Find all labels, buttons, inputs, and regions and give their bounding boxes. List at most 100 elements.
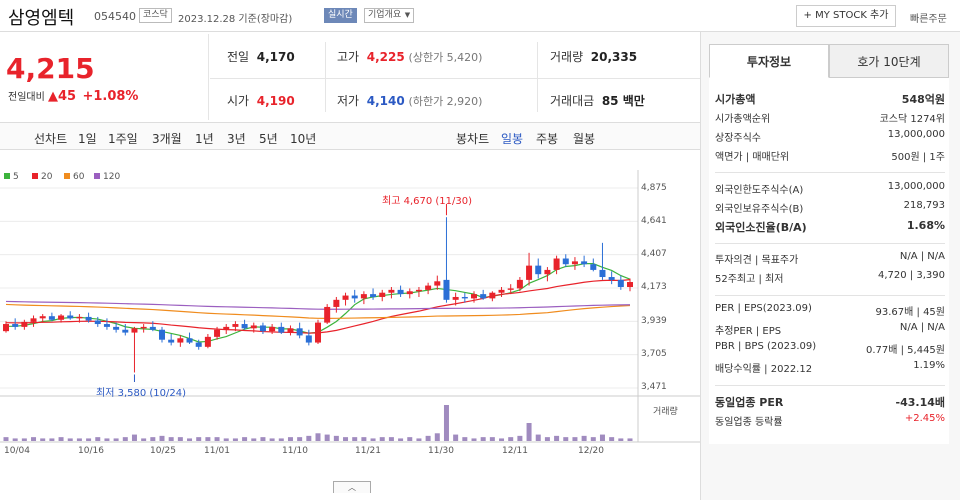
company-overview-dropdown[interactable]: 기업개요 ▼ [364,8,415,23]
line-chart-button[interactable]: 선차트 [34,132,68,146]
candle-body [581,261,588,265]
info-label: PBR | BPS (2023.09) [715,341,817,352]
candle-body [370,294,377,297]
price-chart[interactable] [0,160,700,480]
volume-bar [40,438,46,441]
candle-body [149,326,156,330]
y-tick: 3,705 [641,349,667,359]
period-1w[interactable]: 1주일 [108,132,138,146]
info-label: 추정PER | EPS [715,326,782,337]
tab-order-book[interactable]: 호가 10단계 [829,44,949,78]
x-tick: 10/04 [4,446,30,456]
volume-bar [508,437,514,441]
info-row: PER | EPS(2023.09) 93.67배 | 45원 [715,303,945,321]
volume-bar [462,437,468,441]
y-tick: 4,407 [641,249,667,259]
candle-body [39,316,46,319]
period-3y[interactable]: 3년 [227,132,246,146]
volume-value: 20,335 [590,50,638,64]
quick-order-link[interactable]: 빠른주문 [910,14,947,25]
volume-bar [590,437,596,441]
candle-body [406,291,413,295]
candle-chart-button[interactable]: 봉차트 [456,132,490,146]
period-5y[interactable]: 5년 [259,132,278,146]
volume-bar [480,437,486,441]
realtime-button[interactable]: 실시간 [324,8,357,23]
candle-body [425,285,432,290]
volume-bar [517,435,523,441]
candle-body [195,342,202,347]
legend-label: 20 [41,172,53,182]
period-1d[interactable]: 1일 [78,132,97,146]
upper-limit: (상한가 5,420) [408,51,483,64]
volume-bar [58,437,64,441]
info-row: 투자의견 | 목표주가 N/A | N/A [715,251,945,269]
volume-bar [49,438,55,441]
y-tick: 4,173 [641,282,667,292]
y-tick: 3,939 [641,316,667,326]
info-row[interactable]: 동일업종 등락률 +2.45% [715,413,945,431]
high-value: 4,225 [366,50,405,64]
chart-expand-button[interactable]: ︿ [333,481,371,493]
candle-monthly[interactable]: 월봉 [573,132,596,146]
invest-info-panel [709,44,949,444]
candle-body [507,288,514,290]
volume-bar [434,433,440,441]
info-label: 외국인한도주식수(A) [715,185,804,196]
candle-body [627,282,633,288]
low-label: 저가 [337,94,360,108]
candle-body [287,328,294,333]
divider [210,78,700,79]
info-label: 투자의견 | 목표주가 [715,255,799,266]
info-label: 배당수익률 | 2022.12 [715,364,813,375]
divider [325,42,326,112]
volume-bar [113,438,119,441]
volume-bar [21,438,27,441]
volume-bar [425,435,431,441]
info-row: 시가총액 548억원 [715,91,945,109]
info-value: 218,793 [903,200,945,211]
candle-weekly[interactable]: 주봉 [536,132,559,146]
high-price: 고가 4,225 (상한가 5,420) [337,48,482,65]
candle-body [315,322,321,343]
candle-body [617,279,624,288]
volume-bar [572,437,578,441]
info-label: 시가총액순위 [715,114,771,125]
high-label: 고가 [337,50,360,64]
candle-body [21,321,28,327]
tab-invest-info[interactable]: 투자정보 [709,44,829,78]
info-row[interactable]: 동일업종 PER -43.14배 [715,394,945,412]
volume-bar [554,435,560,441]
candle-body [241,324,248,329]
volume-bar [443,405,449,441]
candle-body [232,324,239,327]
info-row[interactable]: 시가총액순위 코스닥 1274위 [715,110,945,128]
period-3m[interactable]: 3개월 [152,132,182,146]
info-row: 외국인한도주식수(A) 13,000,000 [715,181,945,199]
add-mystock-button[interactable]: + MY STOCK 추가 [796,5,896,27]
info-label: 외국인소진율(B/A) [715,221,807,234]
info-label: 액면가 | 매매단위 [715,152,790,163]
ma-line [5,300,631,310]
legend-label: 60 [73,172,85,182]
x-tick: 10/25 [150,446,176,456]
volume-bar [232,438,238,441]
candle-body [544,269,551,275]
period-10y[interactable]: 10년 [290,132,317,146]
volume-bar [343,437,349,441]
candle-body [296,328,303,336]
candle-body [30,318,37,322]
volume-legend: 거래량 [653,407,678,417]
volume-bar [31,437,37,441]
info-value: 500원 | 1주 [891,152,945,163]
divider [715,385,945,386]
candle-body [94,320,101,325]
volume-bar [489,437,495,441]
info-value: N/A | N/A [899,251,945,262]
period-1y[interactable]: 1년 [195,132,214,146]
volume-bar [251,438,257,441]
lower-limit: (하한가 2,920) [408,95,483,108]
info-row: 외국인보유주식수(B) 218,793 [715,200,945,218]
candle-daily[interactable]: 일봉 [501,132,524,146]
prev-close-label: 전일 [227,50,250,64]
